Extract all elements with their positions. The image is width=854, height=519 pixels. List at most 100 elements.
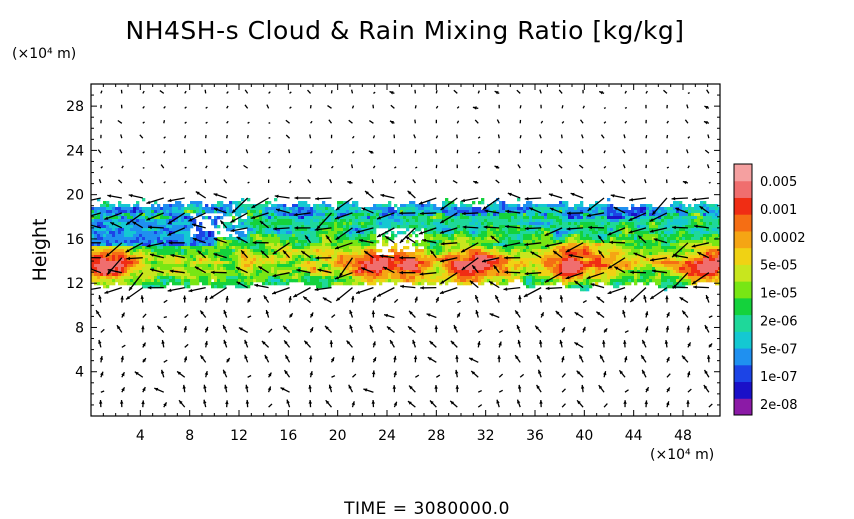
field-cell (601, 219, 605, 223)
field-cell (478, 207, 482, 211)
field-cell (322, 201, 326, 205)
field-cell (577, 261, 581, 265)
field-cell (328, 258, 332, 262)
field-cell (136, 213, 140, 217)
field-cell (268, 267, 272, 271)
field-cell (574, 225, 578, 229)
field-cell (121, 231, 125, 235)
field-cell (691, 219, 695, 223)
field-cell (97, 240, 101, 244)
field-cell (286, 246, 290, 250)
field-cell (424, 210, 428, 214)
field-cell (361, 219, 365, 223)
field-cell (550, 228, 554, 232)
field-cell (340, 243, 344, 247)
field-cell (181, 273, 185, 277)
field-cell (520, 252, 524, 256)
field-cell (466, 219, 470, 223)
field-cell (616, 216, 620, 220)
field-cell (352, 249, 356, 253)
field-cell (691, 255, 695, 259)
field-cell (670, 237, 674, 241)
field-cell (688, 240, 692, 244)
field-cell (493, 222, 497, 226)
field-cell (481, 216, 485, 220)
field-cell (133, 204, 137, 208)
field-cell (658, 219, 662, 223)
field-cell (292, 255, 296, 259)
field-cell (292, 219, 296, 223)
y-axis-label: Height (29, 219, 51, 282)
field-cell (124, 261, 128, 265)
field-cell (103, 222, 107, 226)
field-cell (556, 240, 560, 244)
field-cell (448, 261, 452, 265)
field-cell (688, 273, 692, 277)
field-cell (652, 237, 656, 241)
field-cell (514, 225, 518, 229)
field-cell (121, 255, 125, 259)
field-cell (532, 258, 536, 262)
field-cell (289, 234, 293, 238)
field-cell (238, 249, 242, 253)
field-cell (481, 210, 485, 214)
field-cell (502, 270, 506, 274)
field-cell (376, 225, 380, 229)
field-cell (103, 246, 107, 250)
field-cell (526, 240, 530, 244)
field-cell (97, 261, 101, 265)
field-cell (451, 261, 455, 265)
field-cell (238, 264, 242, 268)
field-cell (685, 210, 689, 214)
field-cell (631, 249, 635, 253)
field-cell (112, 231, 116, 235)
field-cell (337, 219, 341, 223)
field-cell (451, 234, 455, 238)
field-cell (364, 234, 368, 238)
field-cell (283, 246, 287, 250)
field-cell (517, 210, 521, 214)
field-cell (130, 216, 134, 220)
field-cell (139, 246, 143, 250)
field-cell (568, 237, 572, 241)
field-cell (124, 252, 128, 256)
field-cell (343, 240, 347, 244)
field-cell (160, 231, 164, 235)
field-cell (505, 258, 509, 262)
field-cell (334, 258, 338, 262)
field-cell (232, 240, 236, 244)
field-cell (433, 207, 437, 211)
field-cell (193, 207, 197, 211)
field-cell (367, 225, 371, 229)
field-cell (685, 219, 689, 223)
field-cell (100, 246, 104, 250)
field-cell (316, 273, 320, 277)
field-cell (655, 222, 659, 226)
field-cell (334, 237, 338, 241)
field-cell (340, 225, 344, 229)
field-cell (523, 267, 527, 271)
field-cell (424, 258, 428, 262)
field-cell (283, 213, 287, 217)
field-cell (373, 204, 377, 208)
field-cell (373, 231, 377, 235)
field-cell (694, 210, 698, 214)
field-cell (337, 243, 341, 247)
field-cell (427, 246, 431, 250)
time-label: TIME = 3080000.0 (343, 499, 510, 519)
field-cell (268, 246, 272, 250)
field-cell (103, 240, 107, 244)
field-cell (256, 270, 260, 274)
field-cell (100, 213, 104, 217)
field-cell (274, 258, 278, 262)
field-cell (463, 237, 467, 241)
field-cell (208, 237, 212, 241)
field-cell (658, 216, 662, 220)
field-cell (397, 255, 401, 259)
field-cell (613, 267, 617, 271)
field-cell (304, 222, 308, 226)
field-cell (598, 249, 602, 253)
field-cell (565, 237, 569, 241)
field-cell (292, 276, 296, 280)
field-cell (631, 228, 635, 232)
